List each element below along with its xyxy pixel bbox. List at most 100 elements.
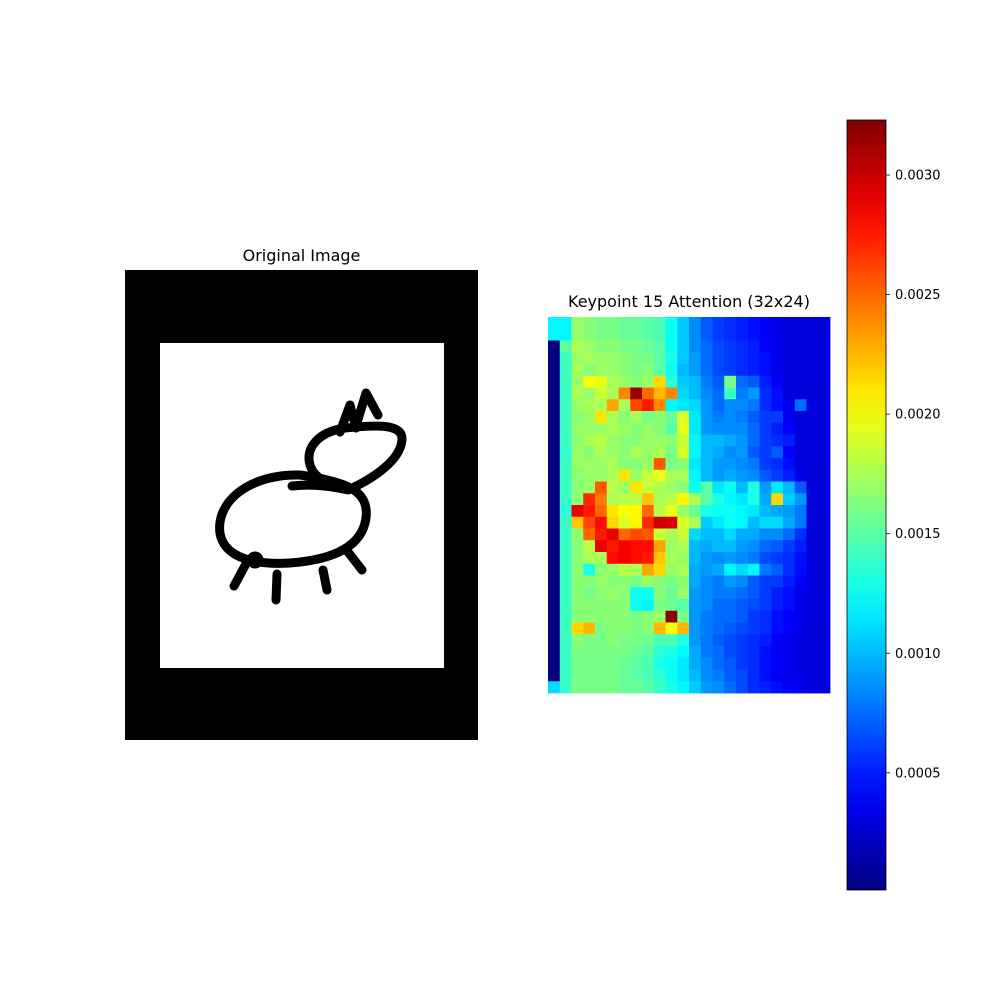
heatmap-cell xyxy=(712,411,725,424)
heatmap-cell xyxy=(559,610,572,623)
heatmap-cell xyxy=(700,681,713,694)
heatmap-cell xyxy=(653,516,666,529)
heatmap-cell xyxy=(642,552,655,565)
heatmap-cell xyxy=(700,540,713,553)
heatmap-cell xyxy=(818,469,831,482)
heatmap-cell xyxy=(712,563,725,576)
heatmap-cell xyxy=(630,493,643,506)
heatmap-cell xyxy=(689,317,702,330)
heatmap-cell xyxy=(630,669,643,682)
heatmap-cell xyxy=(630,575,643,588)
heatmap-cell xyxy=(689,493,702,506)
heatmap-cell xyxy=(783,364,796,377)
heatmap-cell xyxy=(736,446,749,459)
heatmap-cell xyxy=(794,622,807,635)
heatmap-cell xyxy=(548,657,561,670)
heatmap-cell xyxy=(583,340,596,353)
heatmap-cell xyxy=(595,434,608,447)
heatmap-cell xyxy=(595,375,608,388)
heatmap-cell xyxy=(642,446,655,459)
heatmap-cell xyxy=(771,575,784,588)
heatmap-cell xyxy=(618,552,631,565)
heatmap-cell xyxy=(665,505,678,518)
heatmap-cell xyxy=(583,540,596,553)
heatmap-cell xyxy=(618,411,631,424)
heatmap-cell xyxy=(794,599,807,612)
heatmap-cell xyxy=(724,434,737,447)
heatmap-cell xyxy=(583,446,596,459)
heatmap-cell xyxy=(642,458,655,471)
heatmap-cell xyxy=(689,352,702,365)
heatmap-cell xyxy=(747,399,760,412)
heatmap-cell xyxy=(606,646,619,659)
heatmap-cell xyxy=(571,646,584,659)
heatmap-cell xyxy=(618,387,631,400)
heatmap-cell xyxy=(618,563,631,576)
heatmap-cell xyxy=(818,364,831,377)
heatmap-cell xyxy=(794,469,807,482)
heatmap-cell xyxy=(606,352,619,365)
heatmap-cell xyxy=(700,622,713,635)
heatmap-cell xyxy=(548,575,561,588)
heatmap-cell xyxy=(783,563,796,576)
heatmap-cell xyxy=(794,563,807,576)
heatmap-cell xyxy=(783,528,796,541)
heatmap-cell xyxy=(677,657,690,670)
heatmap-cell xyxy=(618,422,631,435)
colorbar: 0.0005 0.0010 0.0015 0.0020 0.0025 0.0030 xyxy=(846,119,941,891)
heatmap-cell xyxy=(665,375,678,388)
heatmap-cell xyxy=(783,634,796,647)
heatmap-cell xyxy=(712,610,725,623)
heatmap-cell xyxy=(747,340,760,353)
heatmap-cell xyxy=(583,364,596,377)
heatmap-cell xyxy=(806,575,819,588)
heatmap-cell xyxy=(771,657,784,670)
heatmap-cell xyxy=(806,399,819,412)
heatmap-cell xyxy=(653,352,666,365)
heatmap-cell xyxy=(583,622,596,635)
heatmap-cell xyxy=(583,575,596,588)
heatmap-cell xyxy=(747,599,760,612)
heatmap-cell xyxy=(606,516,619,529)
heatmap-cell xyxy=(712,481,725,494)
heatmap-cell xyxy=(571,622,584,635)
heatmap-cell xyxy=(771,669,784,682)
heatmap-cell xyxy=(700,375,713,388)
heatmap-cell xyxy=(747,610,760,623)
heatmap-cell xyxy=(759,375,772,388)
heatmap-cell xyxy=(771,481,784,494)
heatmap-cell xyxy=(559,375,572,388)
heatmap-cell xyxy=(689,681,702,694)
heatmap-cell xyxy=(700,364,713,377)
heatmap-cell xyxy=(595,669,608,682)
heatmap-cell xyxy=(653,458,666,471)
heatmap-cell xyxy=(724,469,737,482)
heatmap-cell xyxy=(618,458,631,471)
heatmap-cell xyxy=(794,505,807,518)
heatmap-cell xyxy=(559,364,572,377)
heatmap-cell xyxy=(665,669,678,682)
heatmap-cell xyxy=(583,411,596,424)
heatmap-cell xyxy=(712,505,725,518)
drawing-body xyxy=(215,470,371,568)
heatmap-cell xyxy=(689,552,702,565)
heatmap-cell xyxy=(630,681,643,694)
heatmap-cell xyxy=(771,599,784,612)
heatmap-cell xyxy=(689,411,702,424)
heatmap-cell xyxy=(747,540,760,553)
heatmap-cell xyxy=(783,352,796,365)
heatmap-cell xyxy=(689,528,702,541)
heatmap-cell xyxy=(653,622,666,635)
heatmap-grid xyxy=(548,317,831,694)
heatmap-cell xyxy=(724,669,737,682)
heatmap-cell xyxy=(653,375,666,388)
heatmap-cell xyxy=(595,469,608,482)
heatmap-cell xyxy=(712,599,725,612)
heatmap-cell xyxy=(618,364,631,377)
heatmap-cell xyxy=(783,516,796,529)
heatmap-cell xyxy=(583,599,596,612)
heatmap-cell xyxy=(665,599,678,612)
heatmap-cell xyxy=(630,458,643,471)
heatmap-cell xyxy=(689,387,702,400)
